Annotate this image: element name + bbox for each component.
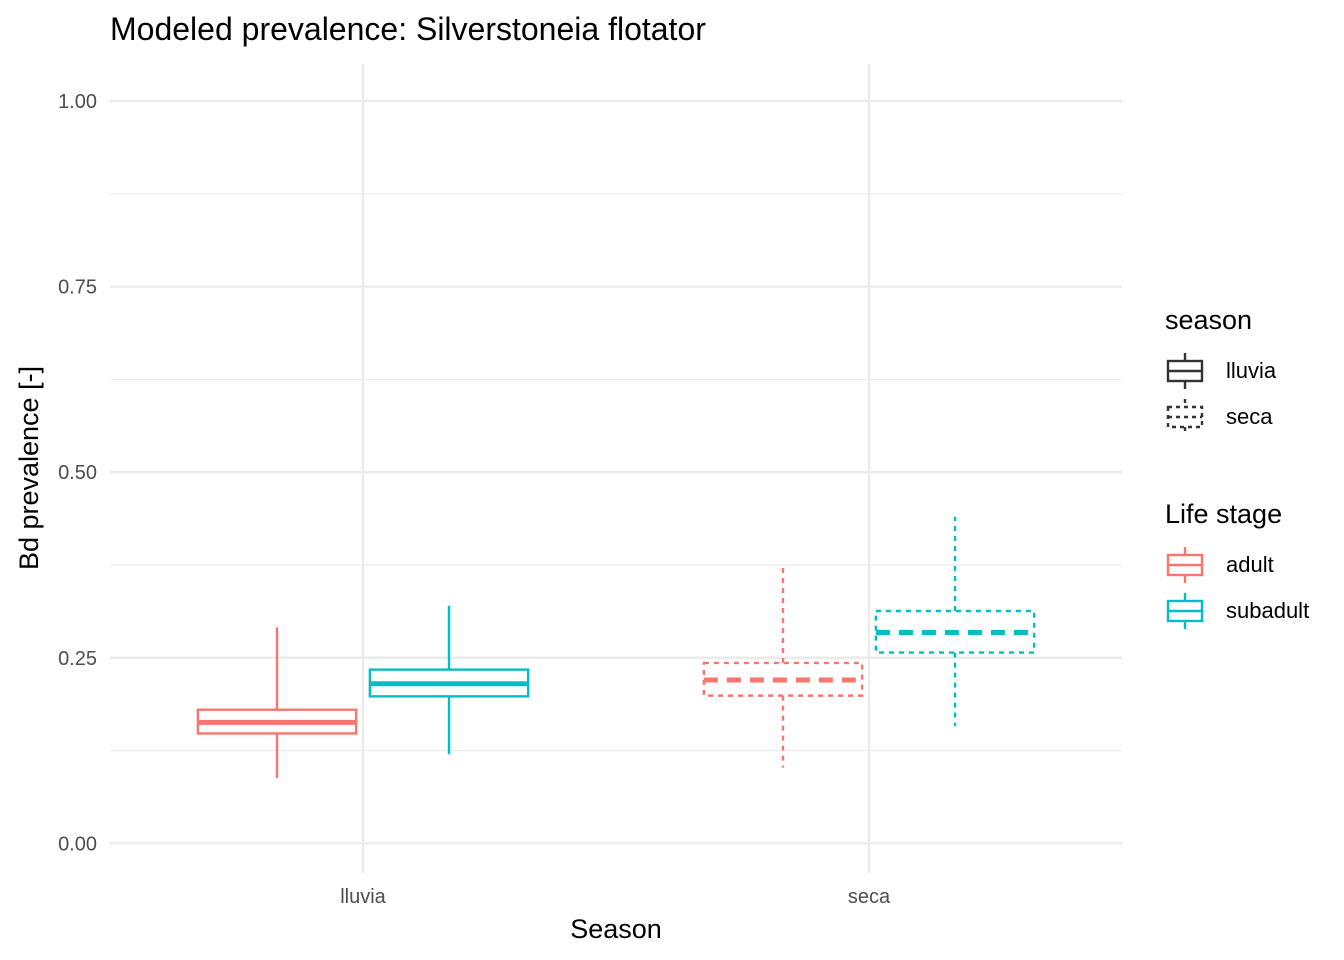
legend-key-adult bbox=[1166, 547, 1204, 583]
boxes bbox=[196, 516, 1036, 778]
legend-title: season bbox=[1165, 305, 1252, 335]
chart-title: Modeled prevalence: Silverstoneia flotat… bbox=[110, 11, 706, 47]
y-axis-label: Bd prevalence [-] bbox=[14, 366, 44, 570]
legend-label: seca bbox=[1226, 404, 1273, 429]
legend-label: adult bbox=[1226, 552, 1274, 577]
box-adult-lluvia bbox=[196, 627, 358, 778]
x-tick-label: seca bbox=[848, 886, 891, 908]
y-tick-label: 0.00 bbox=[58, 833, 97, 855]
box-iqr bbox=[702, 661, 864, 697]
legend-key-seca bbox=[1166, 399, 1204, 435]
legend-title: Life stage bbox=[1165, 499, 1282, 529]
x-axis: lluvia seca bbox=[340, 886, 891, 908]
y-tick-label: 0.25 bbox=[58, 648, 97, 670]
x-axis-label: Season bbox=[570, 914, 662, 944]
y-axis: 0.00 0.25 0.50 0.75 1.00 bbox=[58, 91, 97, 855]
x-tick-label: lluvia bbox=[340, 886, 386, 908]
box-adult-seca bbox=[702, 565, 864, 768]
y-tick-label: 1.00 bbox=[58, 91, 97, 113]
legend-label: subadult bbox=[1226, 598, 1309, 623]
box-subadult-seca bbox=[874, 516, 1036, 727]
legend-life-stage: Life stage adult subadult bbox=[1165, 499, 1309, 629]
grid bbox=[110, 64, 1122, 873]
legend-key-lluvia bbox=[1166, 353, 1204, 389]
legend-season: season lluvia seca bbox=[1165, 305, 1277, 435]
box-subadult-lluvia bbox=[368, 605, 530, 755]
legend-label: lluvia bbox=[1226, 358, 1277, 383]
legend-key-subadult bbox=[1166, 593, 1204, 629]
y-tick-label: 0.50 bbox=[58, 462, 97, 484]
y-tick-label: 0.75 bbox=[58, 277, 97, 299]
